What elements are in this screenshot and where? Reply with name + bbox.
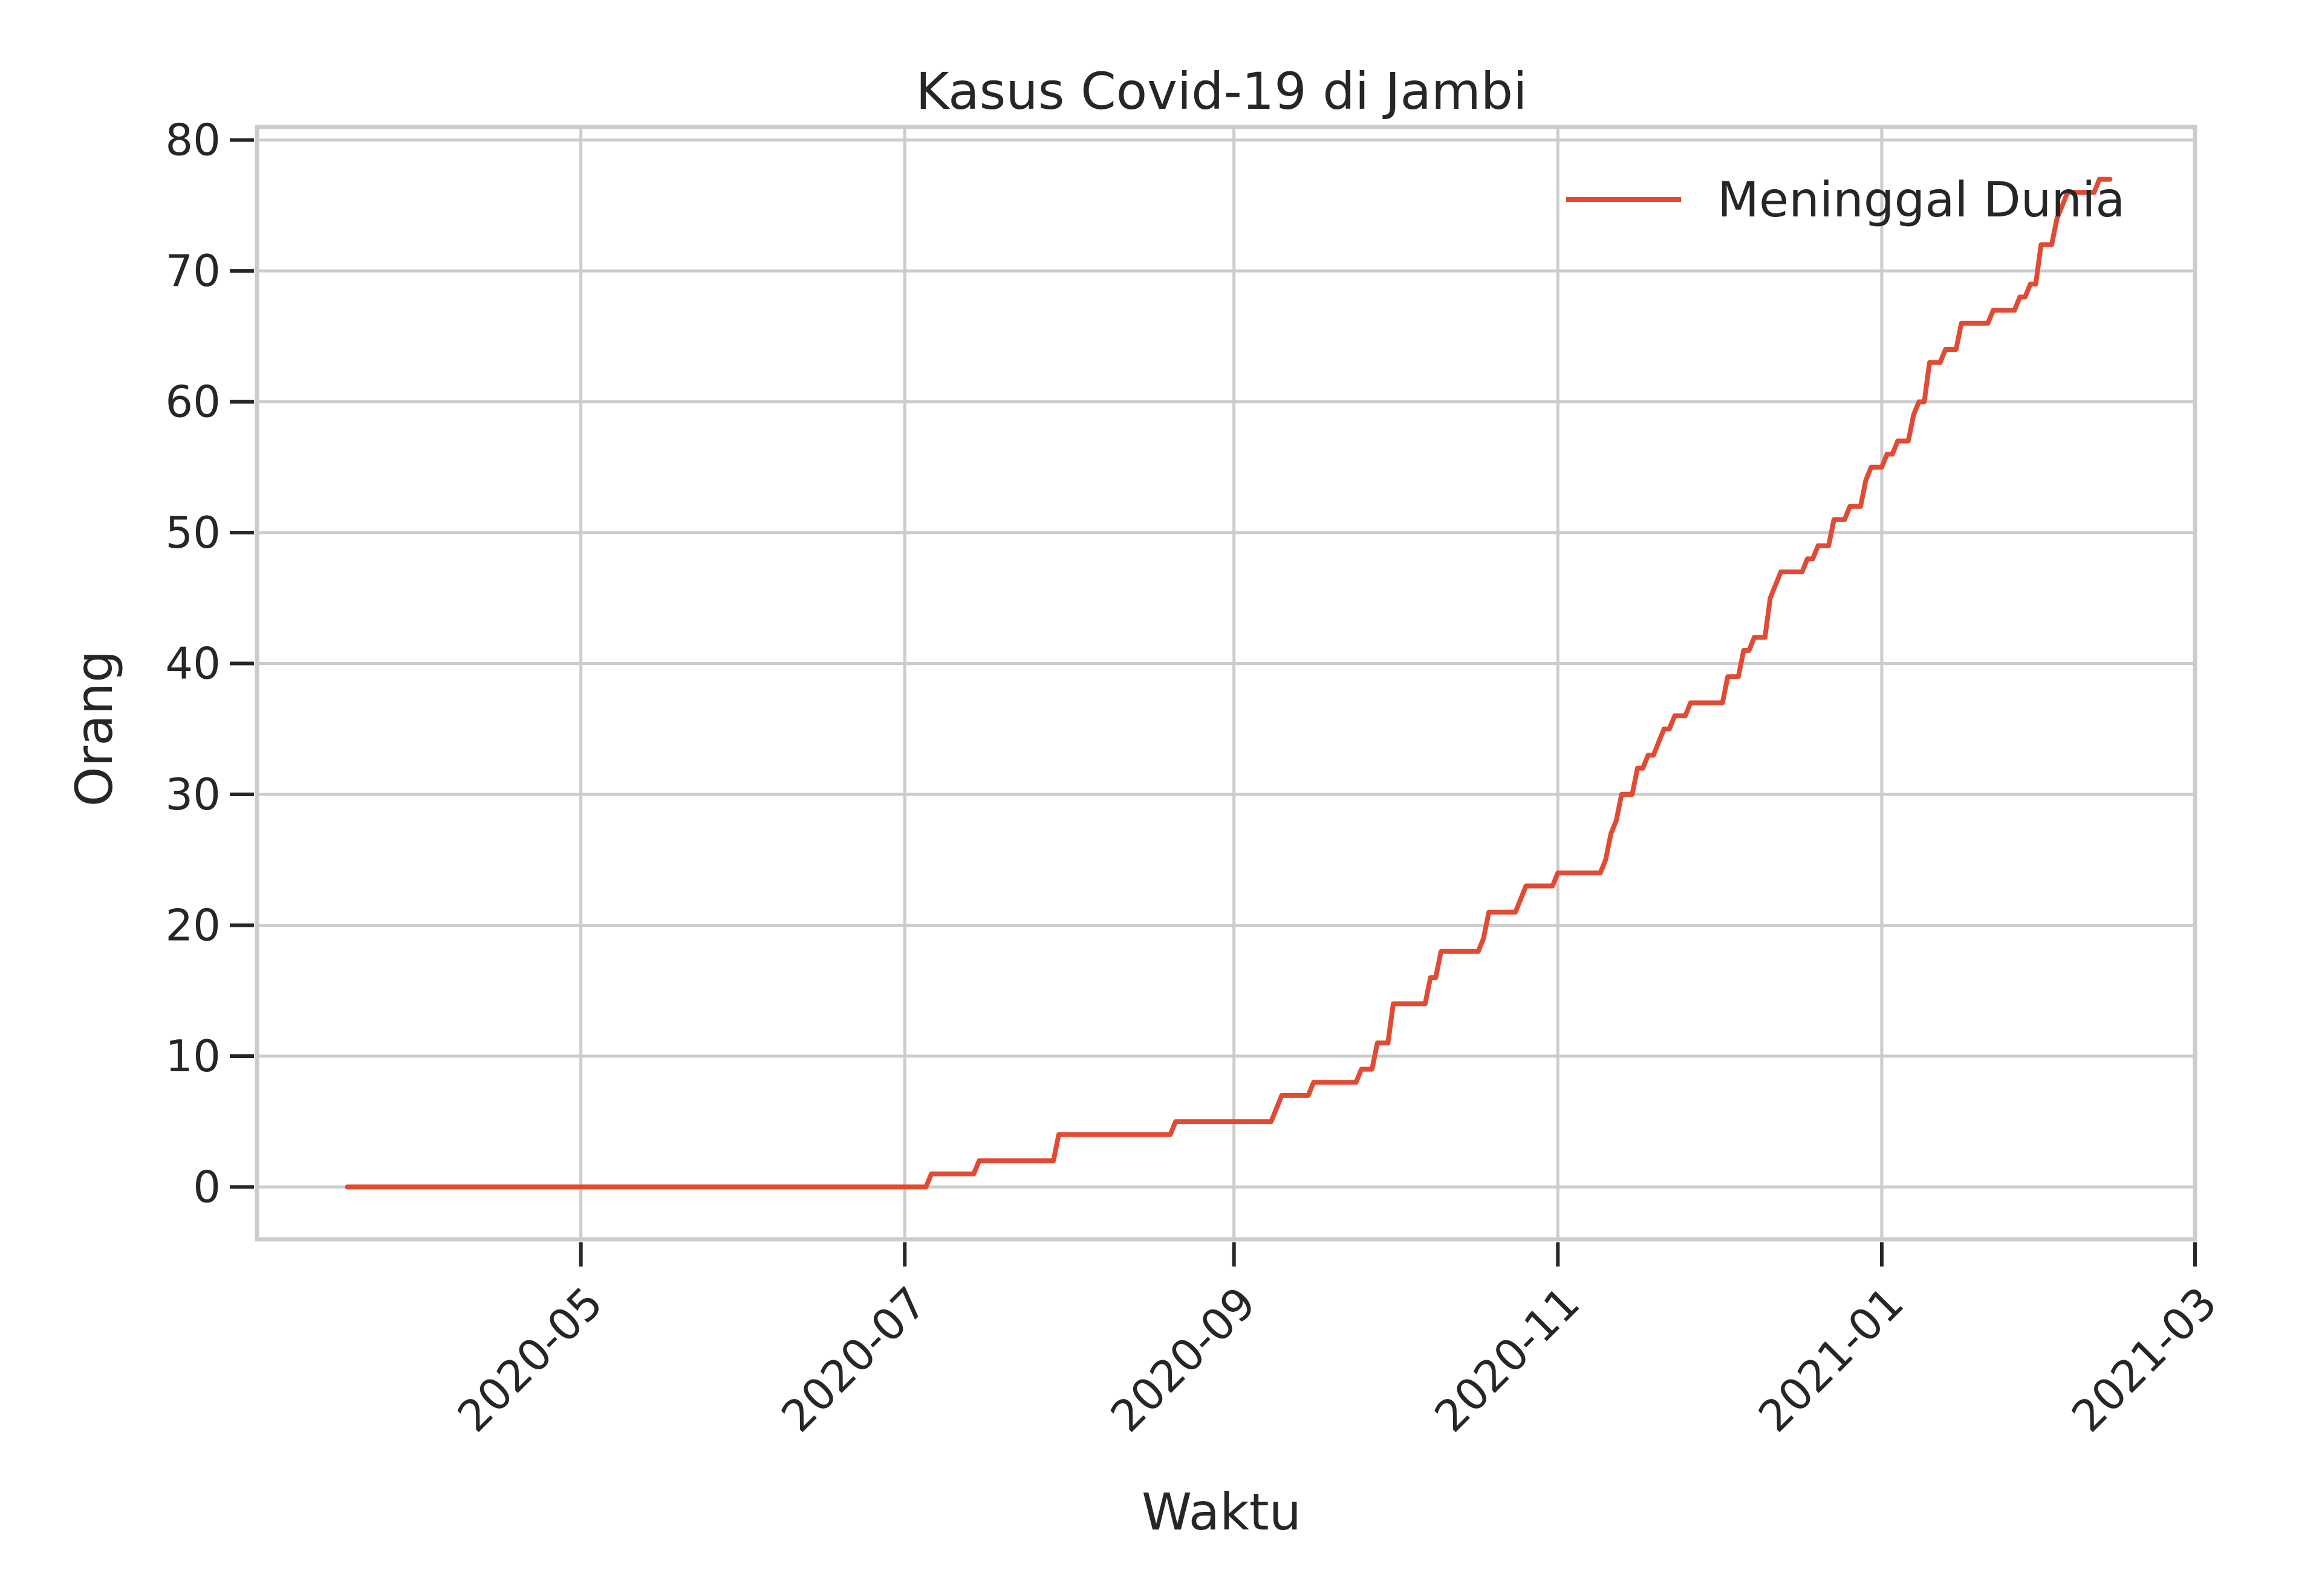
- x-tick-label: 2020-07: [772, 1277, 936, 1442]
- y-tick-label: 50: [165, 507, 221, 558]
- axis-ticks: 0 10 20 30 40 50 60 70 80 2020-05 2020-07 2020-09 20…: [165, 115, 2226, 1442]
- grid-lines: [257, 127, 2197, 1239]
- legend: Meninggal Dunia: [1566, 172, 2125, 228]
- x-tick-label: 2020-09: [1101, 1277, 1266, 1442]
- y-tick-label: 70: [165, 245, 221, 296]
- series-layer: [345, 177, 2113, 1190]
- x-tick-label: 2021-01: [1749, 1277, 1913, 1442]
- x-tick-label: 2021-03: [2062, 1277, 2226, 1442]
- x-axis-label: Waktu: [1142, 1482, 1301, 1542]
- y-tick-label: 20: [165, 900, 221, 950]
- y-tick-label: 60: [165, 377, 221, 427]
- series-line-meninggal-dunia: [345, 177, 2113, 1190]
- y-tick-label: 30: [165, 769, 221, 820]
- x-tick-label: 2020-05: [448, 1277, 613, 1442]
- y-tick-label: 80: [165, 115, 221, 166]
- y-tick-label: 10: [165, 1031, 221, 1082]
- y-tick-label: 40: [165, 638, 221, 689]
- y-tick-label: 0: [193, 1161, 221, 1212]
- legend-label-meninggal-dunia: Meninggal Dunia: [1717, 172, 2125, 228]
- x-tick-label: 2020-11: [1425, 1277, 1589, 1442]
- plot-frame: [255, 125, 2197, 1242]
- chart-title: Kasus Covid-19 di Jambi: [916, 62, 1527, 121]
- y-axis-label: Orang: [65, 650, 124, 807]
